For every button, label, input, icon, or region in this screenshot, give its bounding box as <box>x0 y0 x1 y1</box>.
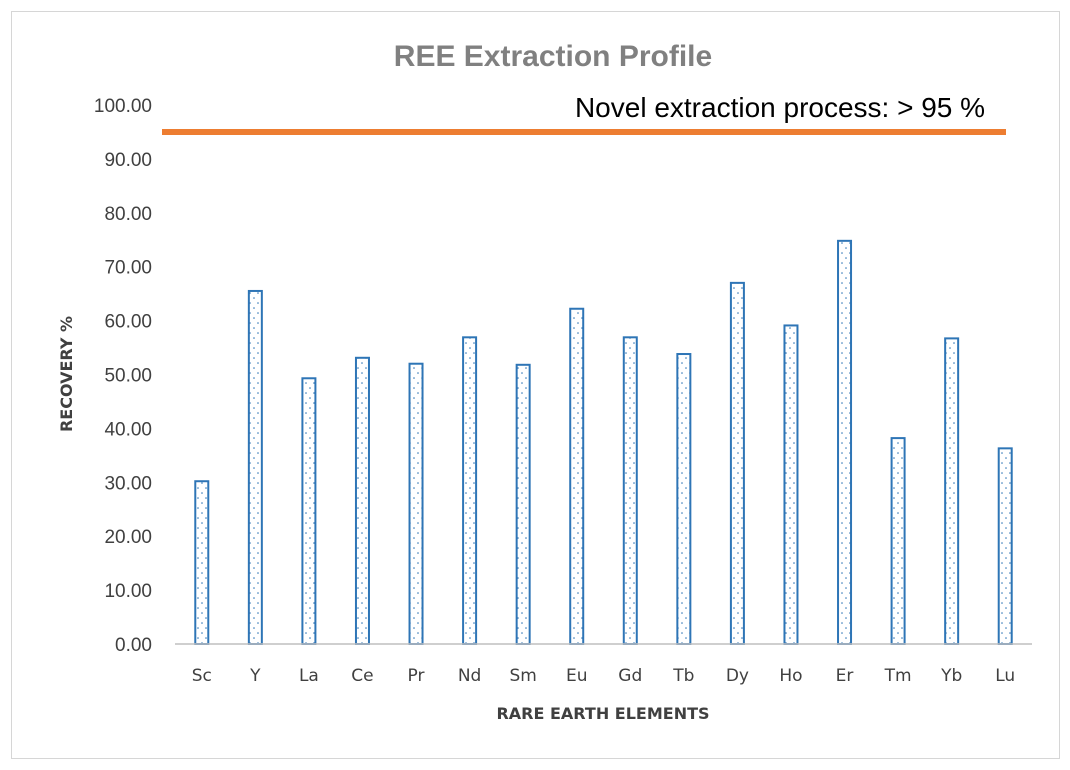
y-tick-label: 80.00 <box>104 204 152 225</box>
y-axis-label: RECOVERY % <box>57 316 76 432</box>
chart-title: REE Extraction Profile <box>394 40 712 73</box>
x-tick-label: Sc <box>192 666 212 686</box>
bar-eu <box>569 307 585 645</box>
y-tick-label: 30.00 <box>104 473 152 494</box>
bar-y <box>247 289 263 645</box>
x-tick-label: Ho <box>779 666 802 686</box>
x-tick-label: Gd <box>618 666 642 686</box>
bar-la <box>301 377 317 645</box>
y-tick-label: 60.00 <box>104 312 152 333</box>
x-tick-label: Y <box>249 666 261 686</box>
x-tick-label: Er <box>836 666 854 686</box>
bar-pr <box>408 362 424 645</box>
bar-sm <box>515 363 531 645</box>
reference-line-label: Novel extraction process: > 95 % <box>575 92 985 123</box>
y-tick-label: 0.00 <box>115 635 152 656</box>
bar-tb <box>676 353 692 645</box>
y-tick-label: 10.00 <box>104 581 152 602</box>
x-tick-label: La <box>299 666 319 686</box>
y-tick-label: 20.00 <box>104 527 152 548</box>
bar-gd <box>622 336 638 645</box>
bar-lu <box>997 447 1013 645</box>
y-tick-label: 70.00 <box>104 258 152 279</box>
x-tick-label: Tb <box>672 666 694 686</box>
x-tick-label: Tm <box>884 666 912 686</box>
bar-yb <box>944 337 960 645</box>
y-tick-label: 100.00 <box>94 96 152 117</box>
x-tick-label: Pr <box>408 666 425 686</box>
x-tick-label: Ce <box>351 666 373 686</box>
bar-ce <box>354 356 370 645</box>
x-tick-label: Eu <box>566 666 588 686</box>
bar-dy <box>729 281 745 645</box>
y-tick-label: 50.00 <box>104 366 152 387</box>
x-tick-label: Lu <box>995 666 1015 686</box>
y-tick-label: 40.00 <box>104 419 152 440</box>
y-tick-label: 90.00 <box>104 150 152 171</box>
bar-ho <box>783 324 799 645</box>
x-tick-label: Yb <box>940 666 962 686</box>
x-tick-label: Nd <box>458 666 482 686</box>
x-axis-label: RARE EARTH ELEMENTS <box>496 704 709 723</box>
x-tick-label: Sm <box>509 666 536 686</box>
bar-sc <box>194 480 210 645</box>
bar-er <box>837 239 853 645</box>
bar-nd <box>462 336 478 645</box>
bar-tm <box>890 437 906 645</box>
chart-frame <box>11 11 1060 759</box>
x-tick-label: Dy <box>726 666 749 686</box>
